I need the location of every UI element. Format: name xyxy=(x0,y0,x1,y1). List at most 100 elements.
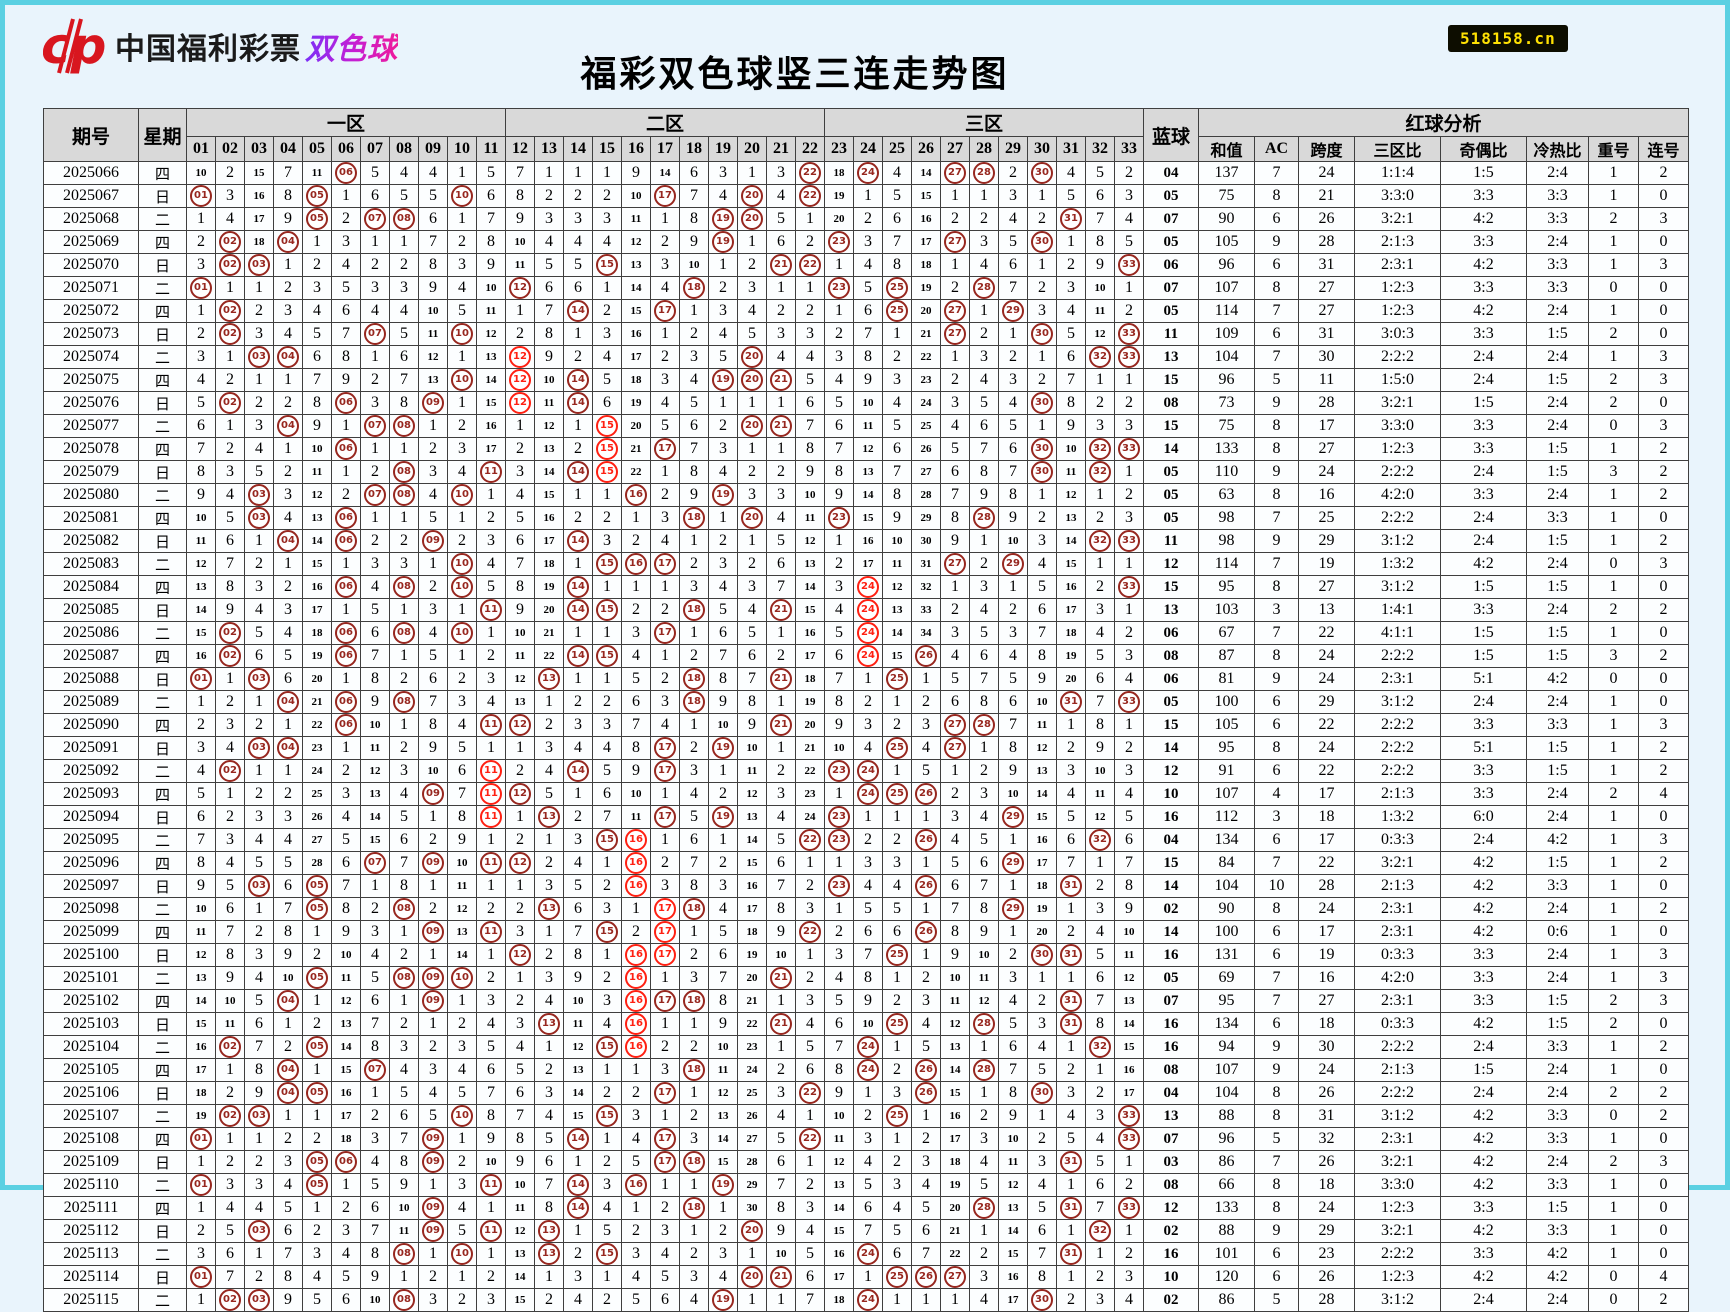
miss-cell: 10 xyxy=(186,897,216,921)
blue-ball-cell: 16 xyxy=(1143,943,1199,967)
site-badge[interactable]: 518158.cn xyxy=(1448,25,1568,52)
miss-cell: 6 xyxy=(534,276,564,300)
ball-cell: 33 xyxy=(1114,1127,1144,1151)
ball-cell: 28 xyxy=(969,1012,999,1036)
miss-cell: 2 xyxy=(1027,276,1057,300)
drawn-ball: 02 xyxy=(219,1105,241,1127)
miss-cell: 1 xyxy=(592,851,622,875)
miss-cell: 4 xyxy=(534,989,564,1013)
miss-cell: 1 xyxy=(969,1081,999,1105)
miss-cell: 17 xyxy=(186,1058,216,1082)
span-cell: 18 xyxy=(1298,805,1355,829)
drawn-ball: 19 xyxy=(712,1289,734,1311)
miss-cell: 19 xyxy=(1027,897,1057,921)
repeat-cell: 1 xyxy=(1588,920,1639,944)
zone-ratio-cell: 2:1:3 xyxy=(1354,1058,1441,1082)
consecutive-cell: 0 xyxy=(1637,621,1690,645)
miss-cell: 3 xyxy=(650,1058,680,1082)
miss-cell: 9 xyxy=(1085,736,1115,760)
miss-cell: 5 xyxy=(186,391,216,415)
drawn-ball: 30 xyxy=(1031,1289,1053,1311)
drawn-ball: 21 xyxy=(770,967,792,989)
miss-cell: 13 xyxy=(998,1196,1028,1220)
miss-cell: 1 xyxy=(1027,345,1057,369)
weekday-cell: 二 xyxy=(138,483,187,507)
miss-cell: 5 xyxy=(592,1219,622,1243)
ball-cell: 09 xyxy=(418,1196,448,1220)
ball-cell: 17 xyxy=(650,184,680,208)
miss-cell: 2 xyxy=(563,345,593,369)
miss-cell: 7 xyxy=(1056,368,1086,392)
miss-cell: 17 xyxy=(1114,1081,1144,1105)
blue-ball-cell: 14 xyxy=(1143,920,1199,944)
ball-cell: 18 xyxy=(679,506,709,530)
sum-cell: 66 xyxy=(1198,1173,1255,1197)
miss-cell: 2 xyxy=(418,1265,448,1289)
miss-cell: 1 xyxy=(1056,1219,1086,1243)
miss-cell: 11 xyxy=(824,1127,854,1151)
miss-cell: 2 xyxy=(969,207,999,231)
miss-cell: 1 xyxy=(940,184,970,208)
odd-even-cell: 2:4 xyxy=(1440,1035,1527,1059)
drawn-ball: 07 xyxy=(364,852,386,874)
miss-cell: 3 xyxy=(708,299,738,323)
miss-cell: 18 xyxy=(186,1081,216,1105)
ball-cell: 04 xyxy=(273,736,303,760)
consecutive-cell: 4 xyxy=(1637,782,1690,806)
odd-even-cell: 1:5 xyxy=(1440,644,1527,668)
miss-cell: 14 xyxy=(911,161,941,185)
miss-cell: 4 xyxy=(273,828,303,852)
miss-cell: 2 xyxy=(998,161,1028,185)
miss-cell: 25 xyxy=(737,1081,767,1105)
sum-cell: 134 xyxy=(1198,828,1255,852)
miss-cell: 12 xyxy=(563,1035,593,1059)
drawn-ball: 24 xyxy=(857,622,879,644)
sum-cell: 105 xyxy=(1198,230,1255,254)
miss-cell: 5 xyxy=(1056,805,1086,829)
drawn-ball: 18 xyxy=(683,1197,705,1219)
miss-cell: 1 xyxy=(853,1081,883,1105)
miss-cell: 1 xyxy=(389,713,419,737)
ball-cell: 12 xyxy=(505,276,535,300)
miss-cell: 15 xyxy=(563,1104,593,1128)
miss-cell: 4 xyxy=(244,598,274,622)
span-cell: 27 xyxy=(1298,437,1355,461)
miss-cell: 1 xyxy=(563,1219,593,1243)
span-cell: 26 xyxy=(1298,1265,1355,1289)
drawn-ball: 17 xyxy=(654,553,676,575)
miss-cell: 10 xyxy=(853,391,883,415)
miss-cell: 8 xyxy=(186,460,216,484)
ball-number-header: 13 xyxy=(534,136,564,162)
miss-cell: 1 xyxy=(679,621,709,645)
miss-cell: 5 xyxy=(708,920,738,944)
repeat-cell: 2 xyxy=(1588,207,1639,231)
draw-row: 2025100 日 12 8 3 9 2 10 4 2 1 14 1 12 2 8 1 16 17 2 6 19 10 1 3 7… xyxy=(43,943,1690,967)
miss-cell: 10 xyxy=(824,736,854,760)
miss-cell: 3 xyxy=(969,575,999,599)
miss-cell: 1 xyxy=(969,1035,999,1059)
miss-cell: 12 xyxy=(795,529,825,553)
ball-cell: 23 xyxy=(824,805,854,829)
miss-cell: 2 xyxy=(186,322,216,346)
drawn-ball: 26 xyxy=(915,875,937,897)
ball-cell: 10 xyxy=(447,483,477,507)
miss-cell: 2 xyxy=(389,667,419,691)
repeat-cell: 1 xyxy=(1588,1035,1639,1059)
miss-cell: 1 xyxy=(1027,1104,1057,1128)
miss-cell: 1 xyxy=(418,414,448,438)
blue-ball-cell: 06 xyxy=(1143,253,1199,277)
blue-ball-cell: 12 xyxy=(1143,1196,1199,1220)
cold-hot-cell: 2:4 xyxy=(1526,598,1589,622)
miss-cell: 5 xyxy=(1085,1150,1115,1174)
ball-cell: 32 xyxy=(1085,345,1115,369)
sum-cell: 98 xyxy=(1198,529,1255,553)
sum-cell: 109 xyxy=(1198,322,1255,346)
miss-cell: 5 xyxy=(273,851,303,875)
miss-cell: 10 xyxy=(447,851,477,875)
miss-cell: 3 xyxy=(244,575,274,599)
miss-cell: 7 xyxy=(998,713,1028,737)
miss-cell: 3 xyxy=(505,1012,535,1036)
weekday-cell: 二 xyxy=(138,897,187,921)
miss-cell: 2 xyxy=(679,1035,709,1059)
ball-cell: 31 xyxy=(1056,1012,1086,1036)
